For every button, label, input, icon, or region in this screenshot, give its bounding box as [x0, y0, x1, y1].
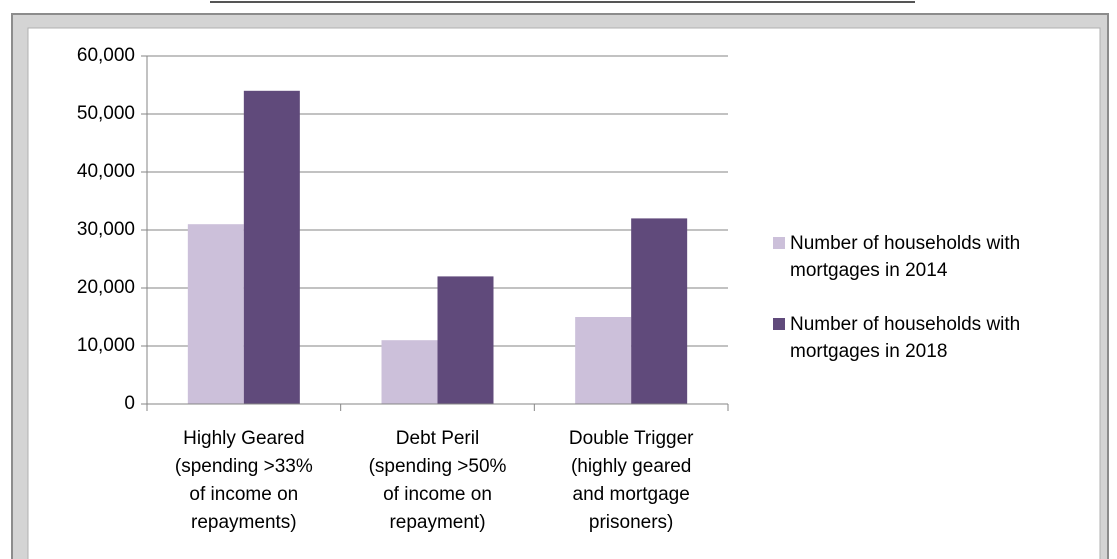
y-tick-label: 40,000: [77, 161, 135, 182]
x-tick-label: Debt Peril (spending >50% of income on r…: [368, 428, 507, 533]
bar: [437, 276, 494, 404]
bar: [575, 317, 632, 404]
legend-swatch: [773, 318, 785, 330]
bar: [243, 90, 300, 405]
plot: 0 10,000 20,000 30,000 40,000 50,000 60,000: [77, 45, 729, 414]
bar: [187, 224, 244, 404]
legend-swatch: [773, 237, 785, 249]
y-tick-label: 10,000: [77, 335, 135, 356]
bar: [381, 340, 438, 404]
x-tick-label: Highly Geared (spending >33% of income o…: [174, 428, 313, 533]
bar: [631, 218, 688, 404]
y-tick-label: 50,000: [77, 103, 135, 124]
x-tick-label: Double Trigger (highly geared and mortga…: [568, 428, 694, 533]
y-tick-label: 60,000: [77, 45, 135, 66]
y-tick-label: 20,000: [77, 277, 135, 298]
legend-label: Number of households with mortgages in 2…: [790, 314, 1021, 362]
y-tick-label: 30,000: [77, 219, 135, 240]
y-tick-label: 0: [124, 393, 135, 414]
legend-label: Number of households with mortgages in 2…: [790, 233, 1021, 281]
